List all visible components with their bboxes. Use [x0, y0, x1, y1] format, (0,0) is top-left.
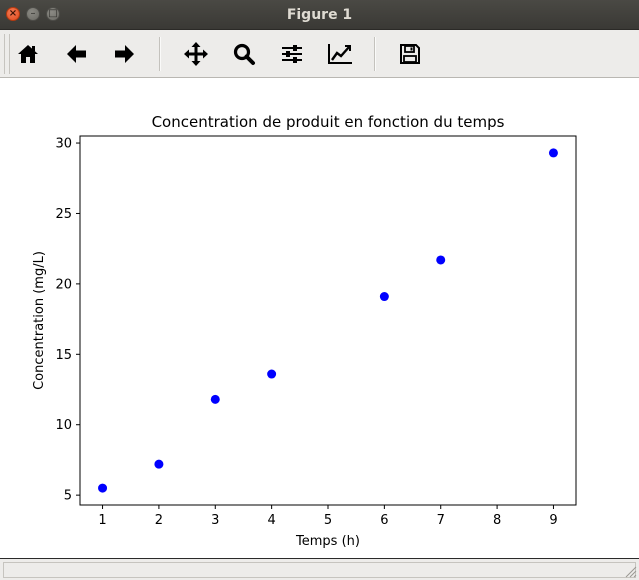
navigation-toolbar	[0, 30, 639, 78]
chart-line-icon	[328, 44, 352, 64]
zoom-button[interactable]	[227, 38, 261, 70]
y-tick-label: 10	[55, 418, 72, 433]
x-tick-label: 4	[267, 513, 275, 528]
floppy-disk-icon	[400, 44, 420, 64]
x-tick-label: 9	[549, 513, 557, 528]
y-tick-label: 5	[64, 489, 72, 504]
y-axis-label: Concentration (mg/L)	[32, 251, 47, 390]
status-bar	[0, 558, 639, 580]
arrow-right-icon	[115, 45, 134, 63]
data-point	[436, 255, 446, 265]
y-tick-label: 30	[55, 137, 72, 152]
arrow-left-icon	[67, 45, 86, 63]
forward-button[interactable]	[107, 38, 141, 70]
data-point	[548, 148, 558, 158]
x-tick-label: 8	[493, 513, 501, 528]
edit-axes-button[interactable]	[323, 38, 357, 70]
x-tick-label: 7	[437, 513, 445, 528]
window-title: Figure 1	[286, 7, 353, 23]
toolbar-separator	[159, 37, 161, 71]
x-axis-label: Temps (h)	[295, 534, 360, 549]
figure-canvas[interactable]: Concentration de produit en fonction du …	[0, 78, 639, 558]
y-tick-label: 25	[55, 207, 72, 222]
resize-grip-icon[interactable]	[623, 564, 637, 578]
close-window-button[interactable]: ×	[6, 7, 20, 21]
chart-title: Concentration de produit en fonction du …	[152, 113, 505, 131]
pan-button[interactable]	[179, 38, 213, 70]
axes-frame	[79, 135, 577, 506]
data-point	[379, 292, 389, 302]
save-button[interactable]	[393, 38, 427, 70]
magnifier-icon	[233, 43, 255, 65]
window-titlebar: × – □ Figure 1	[0, 0, 639, 30]
maximize-icon: □	[48, 8, 58, 19]
scatter-plot: Concentration de produit en fonction du …	[32, 113, 577, 549]
move-icon	[184, 42, 208, 66]
maximize-window-button[interactable]: □	[46, 7, 60, 21]
status-message-area	[3, 562, 636, 578]
y-tick-label: 20	[55, 277, 72, 292]
x-tick-label: 3	[211, 513, 219, 528]
x-tick-label: 1	[98, 513, 106, 528]
home-button[interactable]	[11, 38, 45, 70]
sliders-icon	[282, 45, 302, 63]
toolbar-separator	[374, 37, 376, 71]
close-icon: ×	[8, 8, 18, 19]
data-point	[210, 394, 220, 404]
x-tick-label: 5	[324, 513, 332, 528]
data-point	[98, 483, 108, 493]
minimize-icon: –	[30, 8, 36, 19]
minimize-window-button[interactable]: –	[26, 7, 40, 21]
toolbar-grip[interactable]	[4, 34, 10, 74]
x-tick-label: 2	[155, 513, 163, 528]
back-button[interactable]	[60, 38, 94, 70]
y-tick-label: 15	[55, 348, 72, 363]
subplots-button[interactable]	[275, 38, 309, 70]
home-icon	[18, 45, 38, 63]
data-point	[267, 369, 277, 379]
x-tick-label: 6	[380, 513, 388, 528]
data-point	[154, 459, 164, 469]
